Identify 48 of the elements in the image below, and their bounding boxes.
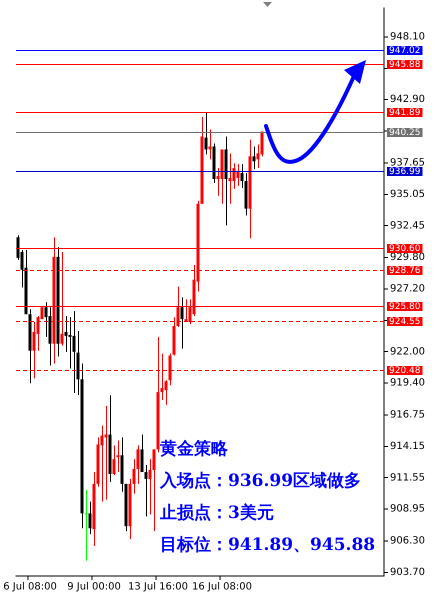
y-tick-label: 911.55 bbox=[390, 472, 425, 484]
candlestick bbox=[140, 434, 144, 473]
ref-line-label: 941.89 bbox=[389, 108, 421, 118]
annotation: 止损点：3美元 bbox=[159, 503, 274, 523]
candlestick bbox=[112, 444, 116, 476]
candlestick bbox=[228, 152, 232, 204]
annotation: 黄金策略 bbox=[159, 439, 229, 459]
candlestick bbox=[68, 316, 72, 369]
candlestick bbox=[88, 501, 92, 535]
ref-line-label: 930.60 bbox=[389, 244, 421, 254]
y-tick-label: 935.05 bbox=[390, 188, 425, 200]
ref-line-label: 947.02 bbox=[389, 46, 420, 56]
annotation: 入场点：936.99区域做多 bbox=[159, 471, 362, 491]
x-tick-label: 6 Jul 08:00 bbox=[3, 582, 57, 593]
candlestick bbox=[72, 310, 76, 394]
ref-line-label: 945.88 bbox=[389, 60, 421, 70]
candlestick bbox=[180, 296, 184, 350]
x-tick-label: 13 Jul 16:00 bbox=[128, 582, 188, 593]
y-tick-label: 903.70 bbox=[390, 566, 425, 578]
annotation: 目标位：941.89、945.88 bbox=[160, 535, 376, 555]
candlestick bbox=[100, 425, 104, 502]
ref-line-label: 925.80 bbox=[389, 302, 421, 312]
candlestick bbox=[152, 448, 156, 532]
candlestick bbox=[104, 405, 108, 500]
y-tick-label: 914.15 bbox=[390, 440, 425, 452]
ref-line-label: 928.76 bbox=[389, 266, 421, 276]
ref-line-label: 924.55 bbox=[389, 316, 420, 327]
y-tick-label: 932.45 bbox=[390, 220, 425, 232]
y-tick-label: 942.90 bbox=[390, 94, 425, 106]
ref-line-label: 936.99 bbox=[389, 166, 421, 177]
candlestick bbox=[84, 489, 88, 562]
y-tick-label: 948.10 bbox=[390, 32, 425, 43]
candlestick bbox=[252, 146, 256, 170]
y-tick-label: 919.40 bbox=[390, 378, 425, 389]
ref-line-label: 920.48 bbox=[389, 366, 421, 376]
candlestick bbox=[208, 129, 212, 160]
y-tick-label: 916.75 bbox=[390, 410, 425, 421]
y-tick-label: 906.30 bbox=[390, 536, 425, 547]
x-tick-label: 9 Jul 00:00 bbox=[67, 582, 121, 593]
y-tick-label: 929.80 bbox=[390, 252, 425, 264]
ref-line-label: 940.25 bbox=[389, 128, 420, 138]
candlestick bbox=[64, 316, 68, 352]
candlestick bbox=[144, 464, 148, 517]
y-tick-label: 922.00 bbox=[390, 346, 425, 358]
y-tick-label: 927.20 bbox=[390, 284, 425, 295]
candlestick bbox=[204, 111, 208, 155]
x-tick-label: 16 Jul 08:00 bbox=[192, 582, 252, 593]
y-tick-label: 908.95 bbox=[390, 504, 425, 515]
